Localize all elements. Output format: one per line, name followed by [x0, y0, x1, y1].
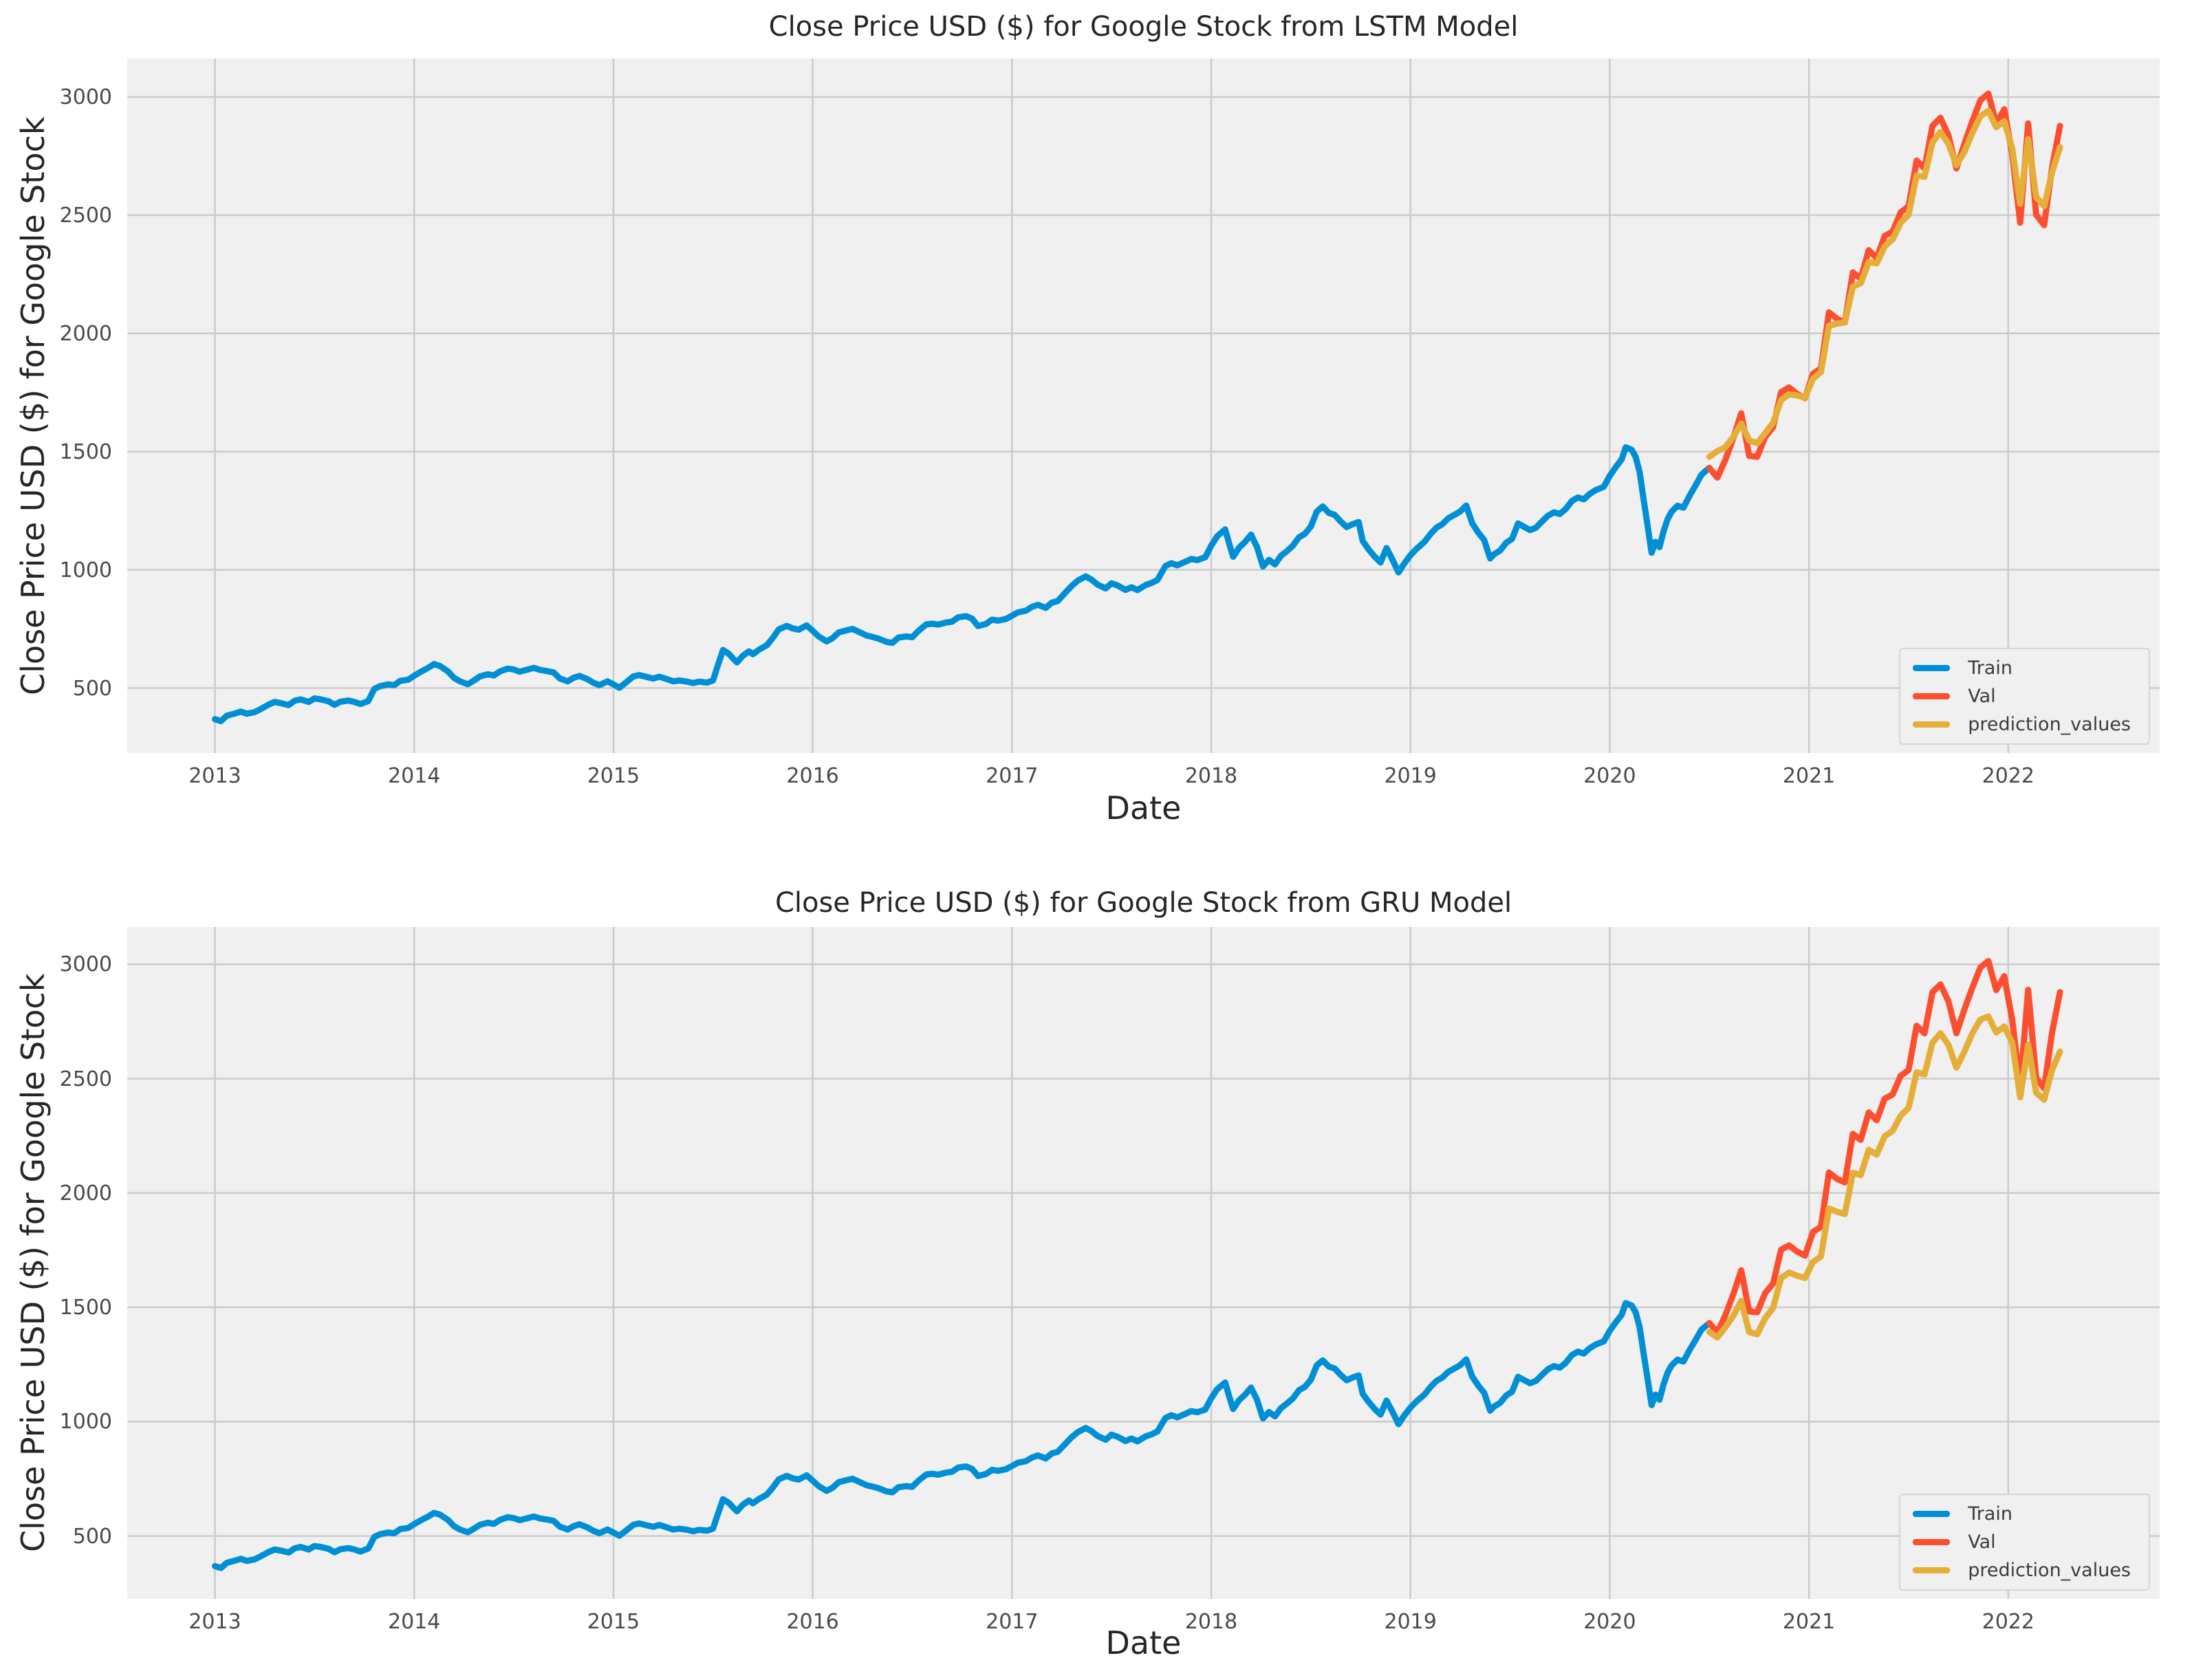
plot-area: Train Val prediction_values	[127, 927, 2160, 1599]
y-tick-label: 2000	[59, 1181, 112, 1206]
y-tick-label: 1000	[59, 558, 112, 582]
val-line	[1706, 90, 2063, 481]
x-tick-label: 2022	[1982, 764, 2034, 788]
y-tick-label: 500	[72, 676, 112, 701]
y-tick-label: 1500	[59, 439, 112, 464]
y-tick-label: 1500	[59, 1296, 112, 1320]
x-tick-label: 2020	[1583, 764, 1636, 788]
x-tick-label: 2020	[1583, 1610, 1636, 1634]
y-tick-label: 3000	[59, 952, 112, 977]
legend-item-prediction_values: prediction_values	[1913, 1560, 2131, 1581]
legend-swatch-val	[1913, 1539, 1951, 1545]
legend-item-val: Val	[1913, 1531, 2131, 1553]
y-tick-label: 3000	[59, 85, 112, 109]
legend-label-prediction_values: prediction_values	[1968, 714, 2131, 735]
legend-item-val: Val	[1913, 686, 2131, 707]
x-tick-label: 2016	[786, 764, 839, 788]
y-tick-label: 2000	[59, 321, 112, 346]
x-tick-label: 2022	[1982, 1610, 2034, 1634]
legend-item-prediction_values: prediction_values	[1913, 714, 2131, 735]
legend-swatch-train	[1913, 665, 1951, 671]
x-tick-label: 2013	[188, 764, 241, 788]
x-tick-label: 2017	[986, 764, 1039, 788]
y-axis-label: Close Price USD ($) for Google Stock	[14, 116, 52, 695]
x-tick-label: 2013	[188, 1610, 241, 1634]
legend-box: Train Val prediction_values	[1899, 1494, 2150, 1591]
prediction_values-line	[1706, 107, 2063, 460]
y-tick-label: 2500	[59, 1067, 112, 1091]
x-axis-label: Date	[1105, 1624, 1182, 1661]
y-axis-label: Close Price USD ($) for Google Stock	[14, 973, 52, 1553]
x-tick-label: 2016	[786, 1610, 839, 1634]
train-line	[212, 444, 1713, 725]
x-tick-label: 2019	[1384, 764, 1437, 788]
y-tick-label: 1000	[59, 1410, 112, 1434]
x-tick-label: 2015	[587, 1610, 640, 1634]
prediction_values-line	[1706, 1013, 2063, 1341]
x-tick-label: 2019	[1384, 1610, 1437, 1634]
y-tick-label: 2500	[59, 203, 112, 228]
plot-area: Train Val prediction_values	[127, 58, 2160, 753]
legend-swatch-prediction_values	[1913, 721, 1951, 728]
plot-svg	[127, 58, 2160, 753]
legend-item-train: Train	[1913, 1503, 2131, 1525]
legend-label-val: Val	[1968, 1531, 1996, 1553]
legend-swatch-train	[1913, 1511, 1951, 1517]
x-tick-label: 2018	[1184, 1610, 1238, 1634]
x-axis-label: Date	[1105, 789, 1182, 827]
legend-swatch-val	[1913, 693, 1951, 699]
x-tick-label: 2014	[388, 764, 441, 788]
legend-box: Train Val prediction_values	[1899, 648, 2150, 745]
legend-label-train: Train	[1968, 657, 2013, 679]
legend-label-train: Train	[1968, 1503, 2013, 1525]
x-tick-label: 2018	[1184, 764, 1238, 788]
plot-svg	[127, 927, 2160, 1599]
x-tick-label: 2021	[1782, 1610, 1836, 1634]
y-tick-label: 500	[72, 1524, 112, 1549]
chart-title-gru: Close Price USD ($) for Google Stock fro…	[774, 887, 1512, 919]
val-line	[1706, 958, 2063, 1336]
chart-title-lstm: Close Price USD ($) for Google Stock fro…	[768, 11, 1519, 43]
x-tick-label: 2014	[388, 1610, 441, 1634]
legend-swatch-prediction_values	[1913, 1567, 1951, 1573]
legend-label-val: Val	[1968, 686, 1996, 707]
legend-item-train: Train	[1913, 657, 2131, 679]
legend-label-prediction_values: prediction_values	[1968, 1560, 2131, 1581]
x-tick-label: 2015	[587, 764, 640, 788]
x-tick-label: 2021	[1782, 764, 1836, 788]
x-tick-label: 2017	[986, 1610, 1039, 1634]
train-line	[212, 1300, 1713, 1571]
